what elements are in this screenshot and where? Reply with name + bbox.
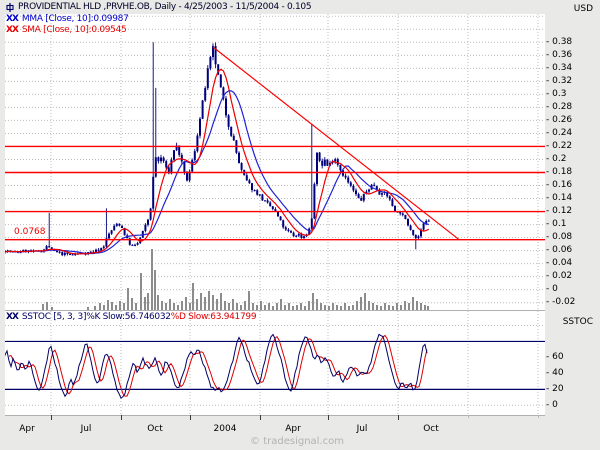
mma-legend-row[interactable]: XX MMA [Close, 10]: 0.09987 [6, 14, 129, 24]
stochastic-k-value: 56.746032 [124, 312, 171, 322]
time-axis-tick [328, 415, 329, 420]
sma-indicator-icon: XX [6, 25, 19, 35]
stochastic-legend-row[interactable]: XX SSTOC [5, 3, 3] %K Slow: 56.746032 %D … [6, 312, 257, 322]
time-axis-tick [121, 415, 122, 420]
time-axis-tick [190, 415, 191, 420]
stochastic-indicator-icon: XX [6, 312, 19, 322]
price-tick-label: - 0.04 [546, 258, 573, 269]
price-tick-label: - 0.22 [546, 140, 573, 151]
stochastic-label: SSTOC [5, 3, 3] [21, 312, 87, 322]
price-tick-label: - 0.36 [546, 49, 573, 60]
time-axis-tick [51, 415, 52, 420]
instrument-title: PROVIDENTIAL HLD ,PRVHE.OB, Daily - 4/25… [18, 2, 312, 12]
sma-label: SMA [Close, 10]: [21, 25, 92, 35]
price-tick-label: - 0 [546, 284, 558, 295]
mma-indicator-icon: XX [6, 14, 19, 24]
price-tick-label: - 0.16 [546, 180, 573, 191]
stochastic-d-label: %D Slow: [170, 312, 211, 322]
price-tick-label: - 0.3 [546, 88, 567, 99]
price-tick-label: - 0.24 [546, 127, 573, 138]
time-axis-label: Oct [147, 424, 163, 434]
price-tick-label: - 0.1 [546, 219, 567, 230]
time-axis-label: Apr [19, 424, 35, 434]
watermark: © tradesignal.com [250, 436, 344, 447]
price-chart-canvas[interactable] [5, 14, 545, 310]
time-axis-label: Jul [356, 424, 368, 434]
price-tick-label: - 0.2 [546, 153, 567, 164]
price-tick-label: - 0.14 [546, 193, 573, 204]
stochastic-tick-label: - 0 [546, 399, 558, 410]
stochastic-canvas[interactable] [5, 311, 545, 415]
stochastic-k-label: %K Slow: [86, 312, 125, 322]
instrument-icon [6, 2, 14, 12]
price-tick-label: - 0.12 [546, 206, 573, 217]
stochastic-axis-label: SSTOC [562, 317, 593, 327]
sma-legend-row[interactable]: XX SMA [Close, 10]: 0.09545 [6, 25, 127, 35]
stochastic-tick-label: - 40 [546, 367, 564, 378]
time-axis-minor-tick [468, 415, 469, 418]
price-tick-label: - 0.06 [546, 245, 573, 256]
time-axis-label: Apr [285, 424, 301, 434]
time-axis-label: Jul [80, 424, 92, 434]
time-axis-label: 2004 [213, 424, 237, 434]
currency-axis-label: USD [573, 4, 593, 14]
price-tick-label: - -0.02 [546, 297, 576, 308]
price-tick-label: - 0.18 [546, 167, 573, 177]
mma-value: 0.09987 [93, 14, 129, 24]
time-axis-tick [398, 415, 399, 420]
stochastic-tick-label: - 20 [546, 383, 564, 394]
support-line-label: 0.0768 [14, 227, 46, 237]
stochastic-d-value: 63.941799 [210, 312, 257, 322]
stochastic-tick-label: - 60 [546, 351, 564, 362]
price-chart-panel[interactable] [5, 14, 545, 311]
price-tick-label: - 0.26 [546, 114, 573, 125]
time-axis-label: Oct [423, 424, 439, 434]
time-axis-minor-tick [538, 415, 539, 418]
price-tick-label: - 0.32 [546, 75, 573, 86]
price-tick-label: - 0.38 [546, 36, 573, 47]
sma-value: 0.09545 [91, 25, 127, 35]
instrument-title-row[interactable]: PROVIDENTIAL HLD ,PRVHE.OB, Daily - 4/25… [6, 2, 312, 12]
mma-label: MMA [Close, 10]: [21, 14, 94, 24]
price-tick-label: - 0.28 [546, 101, 573, 112]
stochastic-panel[interactable] [5, 311, 545, 416]
price-tick-label: - 0.34 [546, 62, 573, 73]
price-tick-label: - 0.02 [546, 271, 573, 282]
price-tick-label: - 0.08 [546, 232, 573, 243]
time-axis-tick [260, 415, 261, 420]
